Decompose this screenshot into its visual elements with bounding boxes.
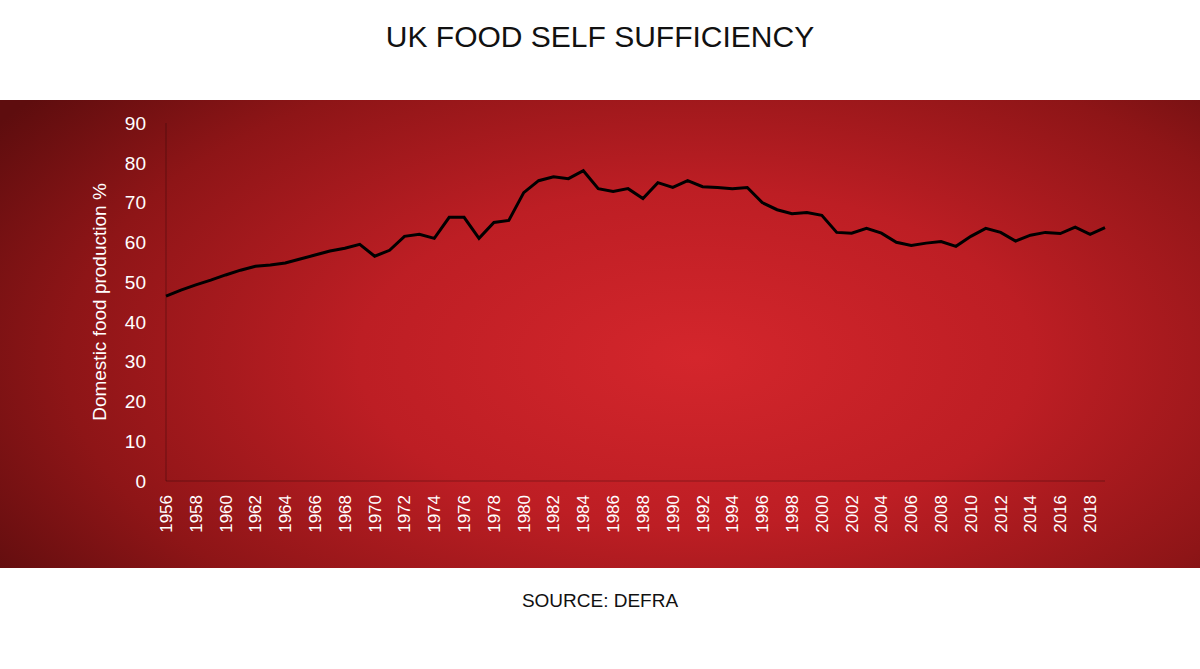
svg-text:1982: 1982 xyxy=(544,495,563,533)
svg-text:1988: 1988 xyxy=(634,495,653,533)
svg-text:1994: 1994 xyxy=(723,495,742,533)
svg-text:2008: 2008 xyxy=(932,495,951,533)
svg-text:1960: 1960 xyxy=(217,495,236,533)
html-text:UK FOOD SELF SUFFICIENCY: UK FOOD SELF SUFFICIENCY xyxy=(385,20,815,53)
svg-text:2002: 2002 xyxy=(843,495,862,533)
svg-text:1990: 1990 xyxy=(664,495,683,533)
svg-text:40: 40 xyxy=(125,312,146,333)
svg-text:0: 0 xyxy=(135,471,146,492)
svg-text:70: 70 xyxy=(125,192,146,213)
svg-text:1978: 1978 xyxy=(485,495,504,533)
svg-text:20: 20 xyxy=(125,391,146,412)
svg-text:2000: 2000 xyxy=(813,495,832,533)
svg-text:1968: 1968 xyxy=(336,495,355,533)
svg-text:2018: 2018 xyxy=(1081,495,1100,533)
svg-text:1956: 1956 xyxy=(157,495,176,533)
svg-text:2016: 2016 xyxy=(1051,495,1070,533)
svg-text:1984: 1984 xyxy=(574,495,593,533)
svg-text:1976: 1976 xyxy=(455,495,474,533)
svg-text:1992: 1992 xyxy=(694,495,713,533)
svg-text:50: 50 xyxy=(125,272,146,293)
svg-text:1996: 1996 xyxy=(753,495,772,533)
svg-text:1966: 1966 xyxy=(306,495,325,533)
svg-text:1970: 1970 xyxy=(366,495,385,533)
svg-text:2010: 2010 xyxy=(962,495,981,533)
svg-text:1974: 1974 xyxy=(425,495,444,533)
svg-text:90: 90 xyxy=(125,113,146,134)
svg-text:80: 80 xyxy=(125,153,146,174)
svg-text:2014: 2014 xyxy=(1021,495,1040,533)
svg-text:1980: 1980 xyxy=(515,495,534,533)
svg-text:1972: 1972 xyxy=(395,495,414,533)
svg-text:1964: 1964 xyxy=(276,495,295,533)
svg-text:1962: 1962 xyxy=(246,495,265,533)
svg-text:2012: 2012 xyxy=(992,495,1011,533)
svg-text:1958: 1958 xyxy=(187,495,206,533)
svg-text:1986: 1986 xyxy=(604,495,623,533)
svg-text:30: 30 xyxy=(125,351,146,372)
svg-text:2004: 2004 xyxy=(872,495,891,533)
svg-text:1998: 1998 xyxy=(783,495,802,533)
svg-text:60: 60 xyxy=(125,232,146,253)
html-text:Domestic food production %: Domestic food production % xyxy=(89,183,110,421)
html-text:SOURCE: DEFRA: SOURCE: DEFRA xyxy=(521,590,679,611)
svg-text:10: 10 xyxy=(125,431,146,452)
svg-text:2006: 2006 xyxy=(902,495,921,533)
